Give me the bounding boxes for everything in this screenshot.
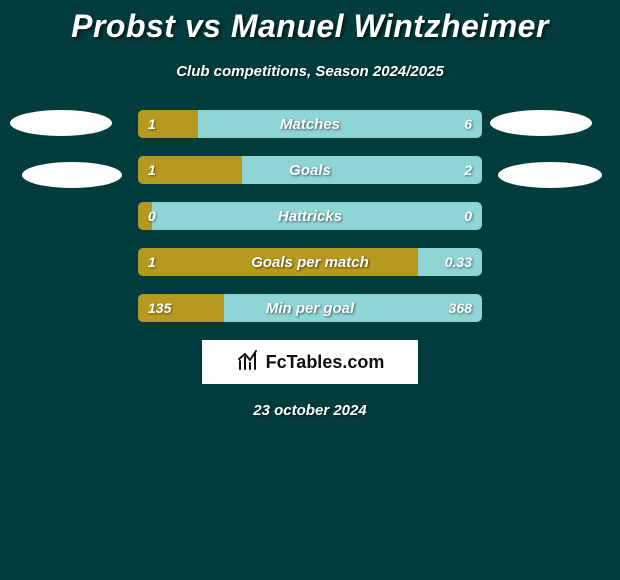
decorative-ellipse (22, 162, 122, 188)
stat-label: Matches (138, 110, 482, 138)
stat-row: 00Hattricks (138, 202, 482, 230)
stat-label: Min per goal (138, 294, 482, 322)
stat-label: Goals (138, 156, 482, 184)
decorative-ellipse (498, 162, 602, 188)
stat-row: 12Goals (138, 156, 482, 184)
page-title: Probst vs Manuel Wintzheimer (0, 0, 620, 45)
comparison-chart: 16Matches 12Goals 00Hattricks 10.33Goals pe… (0, 110, 620, 322)
logo-text: FcTables.com (266, 352, 385, 373)
logo-box: FcTables.com (202, 340, 418, 384)
subtitle: Club competitions, Season 2024/2025 (0, 63, 620, 80)
stat-row: 10.33Goals per match (138, 248, 482, 276)
stat-row: 16Matches (138, 110, 482, 138)
stat-label: Goals per match (138, 248, 482, 276)
stat-row: 135368Min per goal (138, 294, 482, 322)
decorative-ellipse (10, 110, 112, 136)
logo-icon (236, 349, 262, 376)
stat-label: Hattricks (138, 202, 482, 230)
decorative-ellipse (490, 110, 592, 136)
date-label: 23 october 2024 (0, 402, 620, 419)
